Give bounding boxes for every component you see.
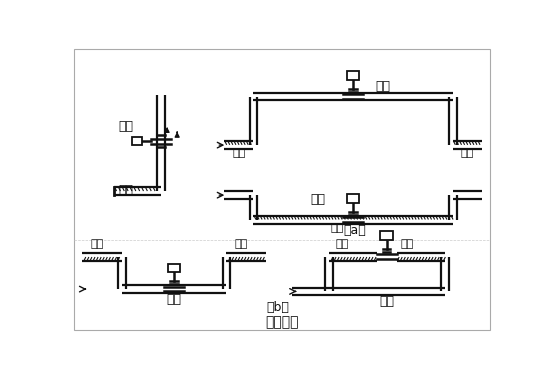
Text: 液体: 液体 — [118, 184, 133, 196]
Text: 液体: 液体 — [461, 148, 474, 158]
Bar — [381, 231, 393, 240]
Bar — [168, 264, 180, 272]
Bar — [133, 137, 142, 145]
Text: 正确: 正确 — [376, 80, 391, 93]
Text: 气泡: 气泡 — [234, 240, 248, 249]
Text: 正确: 正确 — [118, 120, 133, 133]
Text: 错误: 错误 — [310, 193, 326, 206]
Text: 气泡: 气泡 — [91, 240, 104, 249]
Text: 正确: 正确 — [167, 293, 182, 306]
Bar — [346, 71, 359, 80]
Text: 错误: 错误 — [379, 295, 394, 308]
Text: （a）: （a） — [344, 224, 366, 237]
Text: 气泡: 气泡 — [335, 240, 348, 249]
Text: 图（四）: 图（四） — [265, 315, 299, 329]
Bar — [346, 194, 359, 203]
Text: 液体: 液体 — [331, 223, 344, 232]
Text: （b）: （b） — [267, 301, 289, 313]
Text: 液体: 液体 — [232, 148, 245, 158]
Text: 气泡: 气泡 — [400, 240, 414, 249]
